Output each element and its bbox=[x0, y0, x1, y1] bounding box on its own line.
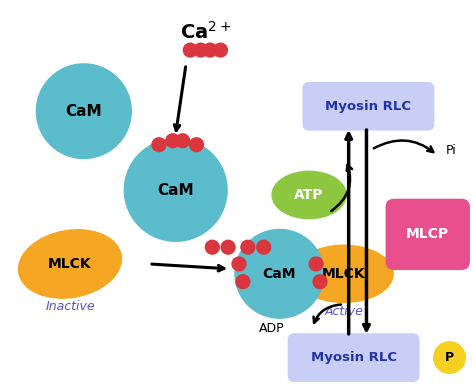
Text: MLCK: MLCK bbox=[48, 257, 92, 271]
Circle shape bbox=[434, 342, 465, 373]
Text: ADP: ADP bbox=[259, 321, 284, 335]
Circle shape bbox=[36, 64, 131, 159]
FancyBboxPatch shape bbox=[288, 334, 419, 381]
Text: Ca$^{2+}$: Ca$^{2+}$ bbox=[180, 20, 231, 42]
FancyBboxPatch shape bbox=[386, 199, 469, 270]
Text: MLCP: MLCP bbox=[406, 228, 449, 241]
Circle shape bbox=[213, 43, 228, 57]
Text: Myosin RLC: Myosin RLC bbox=[310, 351, 397, 364]
Text: Active: Active bbox=[324, 305, 363, 318]
Circle shape bbox=[176, 134, 190, 148]
Ellipse shape bbox=[294, 245, 393, 302]
Circle shape bbox=[183, 43, 197, 57]
Circle shape bbox=[232, 257, 246, 271]
Text: Inactive: Inactive bbox=[45, 300, 95, 313]
Text: MLCK: MLCK bbox=[322, 267, 365, 281]
Text: CaM: CaM bbox=[157, 182, 194, 198]
Text: CaM: CaM bbox=[65, 104, 102, 119]
Circle shape bbox=[313, 275, 327, 289]
Ellipse shape bbox=[18, 230, 121, 298]
Circle shape bbox=[203, 43, 217, 57]
FancyBboxPatch shape bbox=[303, 83, 434, 130]
Circle shape bbox=[235, 229, 324, 318]
Text: ATP: ATP bbox=[294, 188, 324, 202]
Circle shape bbox=[205, 240, 219, 254]
Circle shape bbox=[194, 43, 208, 57]
Circle shape bbox=[241, 240, 255, 254]
Text: Myosin RLC: Myosin RLC bbox=[326, 100, 411, 113]
Text: CaM: CaM bbox=[263, 267, 296, 281]
Circle shape bbox=[221, 240, 235, 254]
Circle shape bbox=[236, 275, 250, 289]
Circle shape bbox=[152, 138, 166, 152]
Circle shape bbox=[166, 134, 180, 148]
Circle shape bbox=[190, 138, 203, 152]
Circle shape bbox=[309, 257, 323, 271]
Circle shape bbox=[124, 139, 227, 241]
Text: Pi: Pi bbox=[446, 144, 456, 157]
Ellipse shape bbox=[272, 171, 346, 219]
Text: P: P bbox=[445, 351, 454, 364]
Circle shape bbox=[257, 240, 271, 254]
